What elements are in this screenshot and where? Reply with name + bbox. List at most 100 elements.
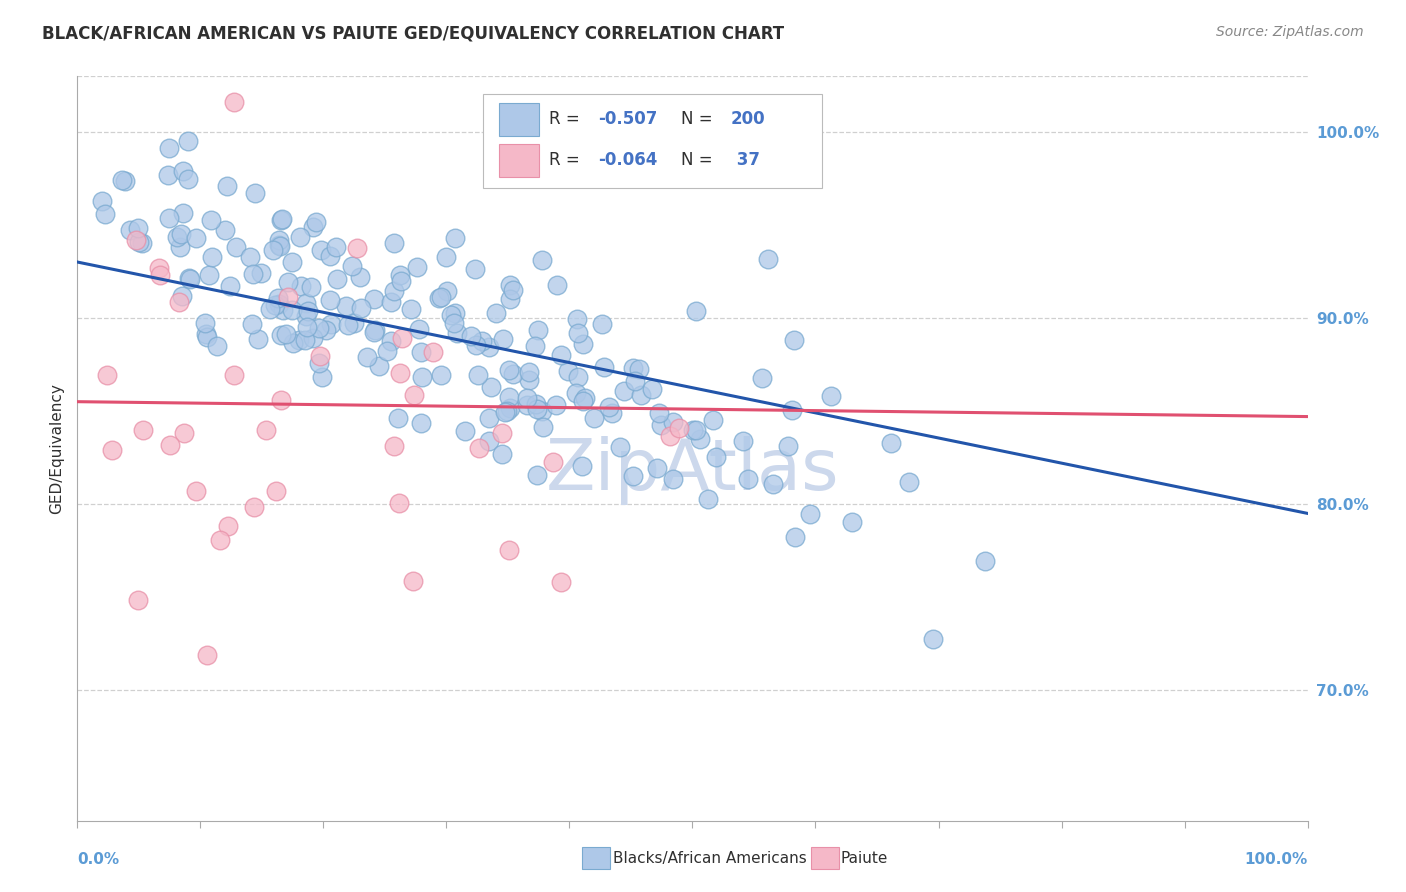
Point (613, 384, 636, 398)
Point (762, 476, 785, 491)
Point (114, 174, 136, 188)
Point (267, 233, 290, 247)
Point (290, 278, 312, 293)
Point (922, 632, 945, 647)
Point (502, 367, 524, 381)
Point (571, 459, 593, 474)
Point (523, 339, 546, 353)
Point (408, 322, 430, 336)
Point (662, 415, 685, 429)
Point (751, 371, 773, 385)
Point (702, 412, 724, 426)
Point (128, 235, 150, 249)
Point (207, 339, 229, 353)
Point (242, 267, 264, 281)
Point (264, 484, 287, 499)
Point (783, 333, 806, 347)
Point (598, 400, 620, 414)
Point (526, 402, 548, 417)
Point (290, 230, 312, 244)
Point (454, 424, 477, 438)
Point (478, 340, 501, 354)
Point (245, 186, 267, 200)
Point (214, 223, 236, 237)
Point (346, 241, 368, 255)
Point (343, 316, 366, 330)
Point (184, 231, 207, 245)
Point (149, 268, 172, 282)
Point (402, 574, 425, 588)
Point (492, 332, 515, 346)
Point (294, 333, 316, 347)
Point (201, 250, 224, 264)
Point (443, 316, 465, 330)
Point (689, 432, 711, 446)
Point (465, 337, 488, 351)
Point (172, 163, 194, 178)
Point (572, 336, 595, 351)
Point (148, 260, 170, 275)
Point (546, 278, 568, 293)
Point (295, 310, 318, 324)
Text: -0.507: -0.507 (598, 111, 657, 128)
Point (170, 289, 193, 303)
Point (166, 229, 188, 244)
Point (478, 434, 501, 448)
Point (464, 262, 486, 277)
Point (337, 318, 360, 333)
Point (668, 421, 690, 435)
Point (209, 533, 232, 547)
Point (780, 402, 803, 417)
Point (125, 233, 148, 247)
Point (326, 271, 349, 285)
Text: BLACK/AFRICAN AMERICAN VS PAIUTE GED/EQUIVALENCY CORRELATION CHART: BLACK/AFRICAN AMERICAN VS PAIUTE GED/EQU… (42, 25, 785, 43)
Point (756, 252, 779, 267)
Point (531, 419, 554, 434)
Point (565, 312, 588, 326)
Point (499, 401, 522, 416)
Point (439, 308, 461, 322)
Point (277, 275, 299, 289)
Point (427, 292, 450, 306)
Point (200, 212, 222, 227)
Point (363, 326, 385, 340)
Point (498, 362, 520, 376)
Point (271, 211, 294, 226)
Point (567, 326, 589, 340)
Point (499, 292, 522, 306)
Point (498, 542, 520, 557)
Point (697, 492, 720, 507)
Point (157, 169, 180, 183)
Point (526, 468, 548, 483)
Point (179, 272, 201, 286)
Point (647, 407, 669, 421)
Point (127, 220, 149, 235)
FancyBboxPatch shape (499, 103, 538, 136)
Point (406, 260, 429, 274)
Point (270, 393, 292, 408)
Point (402, 388, 425, 402)
Point (550, 575, 572, 590)
Point (647, 461, 669, 475)
Point (281, 336, 304, 351)
Point (467, 442, 489, 456)
Point (436, 250, 458, 264)
Point (799, 507, 821, 521)
Point (217, 519, 239, 533)
Point (737, 472, 759, 486)
FancyBboxPatch shape (499, 144, 538, 177)
Text: 100.0%: 100.0% (1244, 852, 1308, 867)
Point (557, 364, 579, 378)
Point (491, 425, 513, 440)
Text: 0.0%: 0.0% (77, 852, 120, 867)
Text: Paiute: Paiute (841, 851, 889, 865)
Point (422, 345, 444, 359)
Point (311, 370, 333, 384)
Point (973, 554, 995, 568)
Point (820, 389, 842, 403)
Point (388, 496, 411, 510)
Point (384, 235, 406, 250)
Point (157, 211, 180, 226)
Point (685, 303, 707, 318)
Point (650, 418, 672, 433)
